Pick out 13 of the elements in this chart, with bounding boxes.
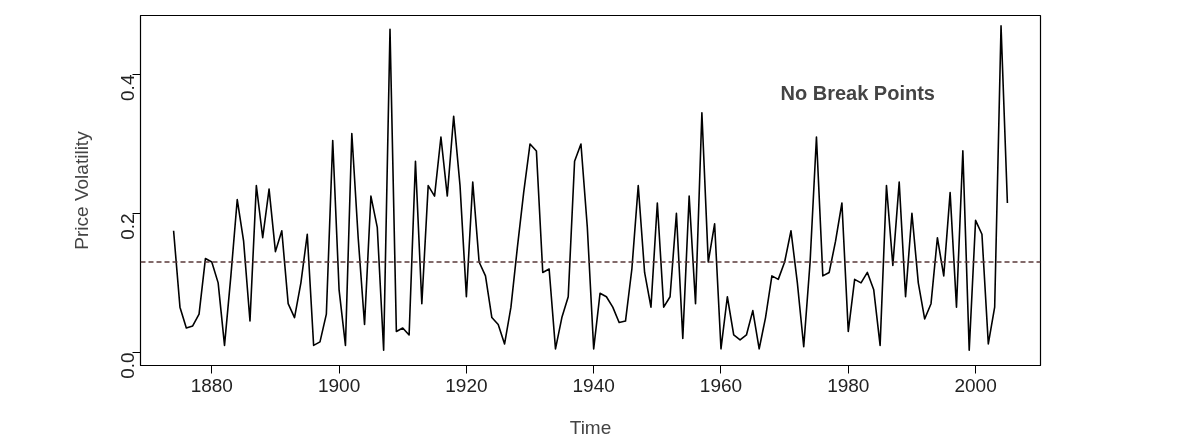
y-tick-label: 0.0: [117, 352, 138, 379]
x-tick-label: 2000: [954, 374, 997, 396]
y-tick-label: 0.4: [117, 74, 138, 101]
x-tick-label: 1980: [827, 374, 870, 396]
y-tick-label: 0.2: [117, 213, 138, 240]
x-tick-label: 1880: [190, 374, 233, 396]
annotation: No Break Points: [780, 81, 935, 104]
x-tick-label: 1940: [572, 374, 615, 396]
x-axis-title: Time: [569, 416, 612, 438]
x-tick-label: 1960: [699, 374, 743, 396]
x-tick-label: 1920: [445, 374, 488, 396]
y-axis-title: Price Volatility: [70, 130, 92, 250]
x-tick-label: 1900: [317, 374, 361, 396]
